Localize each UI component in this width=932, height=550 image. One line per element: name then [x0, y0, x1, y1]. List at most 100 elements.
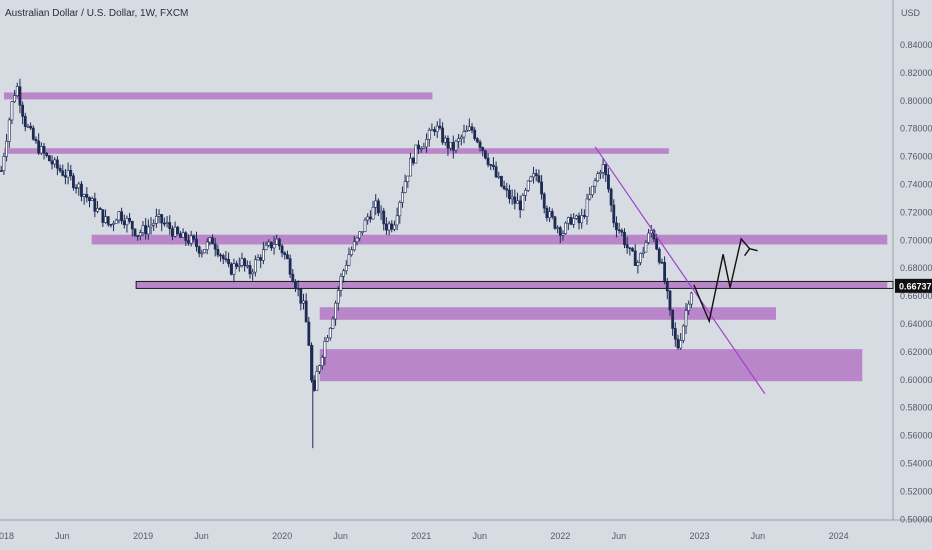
candle-34	[90, 196, 94, 201]
y-tick-12: 0.60000	[900, 375, 932, 385]
candle-38	[101, 209, 105, 227]
y-tick-10: 0.64000	[900, 319, 932, 329]
candle-136	[363, 217, 367, 232]
candle-30	[80, 180, 83, 202]
candle-83	[221, 253, 225, 265]
candle-228	[609, 187, 613, 213]
candle-196	[524, 187, 527, 201]
candle-225	[601, 158, 605, 179]
candle-127	[339, 273, 343, 297]
candle-242	[647, 228, 650, 245]
candle-146	[390, 220, 394, 233]
trendline	[594, 146, 766, 395]
candle-179	[478, 139, 482, 152]
candle-106	[283, 251, 287, 260]
candle-176	[470, 123, 474, 134]
candle-166	[443, 135, 447, 146]
candle-248	[663, 256, 667, 285]
candle-19	[50, 155, 54, 170]
candle-202	[540, 175, 543, 200]
candle-148	[395, 207, 399, 231]
candle-246	[657, 247, 661, 265]
candle-252	[673, 322, 677, 347]
candle-65	[173, 221, 177, 238]
candle-50	[133, 228, 137, 238]
currency-label: USD	[901, 8, 921, 18]
y-tick-9: 0.66000	[900, 291, 932, 301]
candle-47	[125, 215, 129, 233]
candle-133	[355, 237, 359, 246]
candle-219	[585, 193, 589, 225]
y-tick-5: 0.74000	[900, 180, 932, 190]
zone-3	[136, 281, 888, 289]
candle-168	[449, 142, 453, 151]
candle-39	[104, 209, 107, 224]
candle-114	[304, 293, 308, 323]
candle-232	[620, 228, 624, 237]
candle-238	[636, 260, 640, 274]
candle-40	[106, 216, 110, 227]
candle-124	[331, 316, 335, 330]
candle-45	[120, 207, 123, 225]
candle-52	[138, 229, 142, 241]
candle-103	[275, 234, 279, 245]
candle-229	[612, 199, 616, 228]
candle-243	[649, 224, 653, 238]
candle-49	[130, 220, 134, 237]
candle-86	[229, 262, 233, 276]
y-tick-4: 0.76000	[900, 152, 932, 162]
candle-48	[128, 212, 132, 224]
candle-145	[387, 221, 391, 236]
candle-6	[15, 82, 19, 98]
candle-74	[197, 245, 201, 258]
y-tick-3: 0.78000	[900, 124, 932, 134]
candle-71	[189, 230, 193, 247]
candle-223	[596, 171, 600, 183]
candle-155	[414, 144, 418, 164]
candle-141	[376, 198, 380, 217]
candle-187	[500, 175, 503, 188]
candle-17	[45, 152, 49, 158]
candle-120	[320, 355, 324, 370]
candle-26	[69, 164, 73, 181]
candle-104	[278, 237, 281, 251]
candle-59	[157, 209, 161, 224]
candle-37	[98, 206, 102, 210]
candle-234	[625, 236, 629, 254]
x-tick-10: 2023	[689, 531, 709, 541]
candle-247	[660, 258, 664, 264]
candle-183	[489, 163, 493, 171]
y-tick-1: 0.82000	[900, 68, 932, 78]
candle-194	[518, 195, 522, 219]
candle-132	[352, 235, 356, 252]
x-tick-1: Jun	[55, 531, 70, 541]
candle-142	[379, 205, 383, 221]
candle-209	[558, 225, 562, 244]
candle-204	[545, 205, 549, 222]
candle-46	[122, 214, 126, 229]
candle-10	[26, 123, 30, 128]
candle-12	[31, 125, 35, 141]
x-tick-7: Jun	[472, 531, 487, 541]
candle-82	[219, 253, 222, 262]
candle-111	[296, 280, 300, 297]
candle-80	[213, 237, 217, 257]
y-tick-8: 0.68000	[900, 263, 932, 273]
candle-99	[264, 241, 268, 251]
last-price-label: 0.66737	[899, 281, 932, 291]
candle-56	[149, 217, 153, 235]
candle-210	[561, 230, 565, 241]
candle-239	[639, 252, 642, 266]
candle-173	[462, 124, 466, 144]
candle-22	[58, 164, 62, 174]
candle-109	[291, 269, 295, 283]
candle-90	[240, 252, 244, 268]
candle-3	[7, 117, 11, 148]
candle-201	[537, 169, 541, 184]
zone-0	[4, 92, 433, 100]
candle-177	[473, 127, 477, 141]
candle-100	[267, 239, 271, 248]
y-tick-11: 0.62000	[900, 347, 932, 357]
candle-68	[181, 228, 185, 238]
